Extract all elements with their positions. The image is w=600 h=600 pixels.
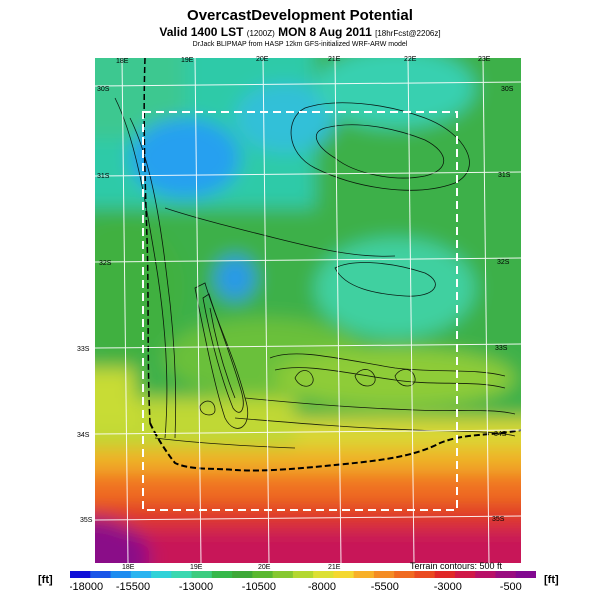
latitude-label: 32S bbox=[99, 260, 112, 267]
latitude-label: 31S bbox=[97, 173, 110, 180]
colorbar-swatch bbox=[292, 571, 314, 578]
colorbar-swatch bbox=[373, 571, 395, 578]
longitude-label: 19E bbox=[190, 564, 203, 571]
colorbar-tick-label: -8000 bbox=[308, 581, 336, 593]
latitude-label: 33S bbox=[495, 345, 508, 352]
colorbar-swatch bbox=[495, 571, 517, 578]
latitude-label: 34S bbox=[77, 432, 90, 439]
colorbar-tick-label: -3000 bbox=[434, 581, 462, 593]
latitude-label: 35S bbox=[80, 517, 93, 524]
colorbar-swatch bbox=[191, 571, 213, 578]
longitude-label: 19E bbox=[181, 57, 194, 64]
parallel-line bbox=[95, 343, 521, 349]
colorbar-tick-label: -13000 bbox=[179, 581, 213, 593]
forecast-info: [18hrFcst@2206z] bbox=[375, 29, 441, 38]
colorbar-swatch bbox=[70, 571, 91, 578]
meridian-line bbox=[482, 58, 490, 563]
latitude-label: 35S bbox=[492, 516, 505, 523]
colorbar-tick-label: -18000 bbox=[70, 581, 103, 593]
valid-date: MON 8 Aug 2011 bbox=[278, 25, 372, 39]
colorbar-swatch bbox=[414, 571, 436, 578]
colorbar-swatch bbox=[272, 571, 294, 578]
forecast-map bbox=[95, 58, 521, 563]
utc-time: (1200Z) bbox=[246, 29, 275, 38]
colorbar-tick-label: -5500 bbox=[371, 581, 399, 593]
map-subtitle: Valid 1400 LST (1200Z) MON 8 Aug 2011 [1… bbox=[0, 25, 600, 39]
longitude-label: 18E bbox=[122, 564, 135, 571]
meridian-line bbox=[407, 58, 415, 563]
terrain-contour-note: Terrain contours: 500 ft bbox=[409, 561, 502, 571]
valid-time: Valid 1400 LST bbox=[159, 25, 244, 39]
colorbar-swatch bbox=[434, 571, 456, 578]
longitude-label: 21E bbox=[328, 56, 341, 63]
colorbar-swatch bbox=[171, 571, 193, 578]
latitude-label: 31S bbox=[498, 172, 511, 179]
field-shading bbox=[95, 58, 521, 563]
coastline bbox=[149, 422, 521, 472]
colorbar-unit-right: [ft] bbox=[544, 574, 559, 586]
longitude-label: 22E bbox=[404, 56, 417, 63]
latitude-label: 30S bbox=[501, 86, 514, 93]
longitude-label: 20E bbox=[256, 56, 269, 63]
latitude-label: 34S bbox=[494, 431, 507, 438]
latitude-label: 30S bbox=[97, 86, 110, 93]
longitude-label: 23E bbox=[478, 56, 491, 63]
longitude-label: 20E bbox=[258, 564, 271, 571]
map-title: OvercastDevelopment Potential bbox=[187, 7, 413, 24]
colorbar-swatch bbox=[475, 571, 496, 578]
lat-lon-grid bbox=[95, 58, 521, 563]
colorbar-unit-left: [ft] bbox=[38, 574, 53, 586]
meridian-line bbox=[334, 58, 342, 563]
latitude-label: 32S bbox=[497, 259, 510, 266]
parallel-line bbox=[95, 515, 521, 521]
colorbar-swatch bbox=[110, 571, 132, 578]
parallel-line bbox=[95, 171, 521, 177]
colorbar-swatch bbox=[454, 571, 476, 578]
colorbar-swatch bbox=[313, 571, 334, 578]
colorbar-swatch bbox=[130, 571, 152, 578]
terrain-contours bbox=[114, 97, 516, 449]
colorbar-swatch bbox=[211, 571, 233, 578]
colorbar-swatch bbox=[353, 571, 375, 578]
meridian-line bbox=[121, 58, 129, 563]
model-credit: DrJack BLIPMAP from HASP 12km GFS-initia… bbox=[192, 41, 408, 48]
coastline-west bbox=[143, 58, 151, 424]
colorbar-swatch bbox=[394, 571, 415, 578]
meridian-line bbox=[262, 58, 270, 563]
analysis-box bbox=[142, 111, 458, 511]
parallel-line bbox=[95, 429, 521, 435]
longitude-label: 18E bbox=[116, 58, 129, 65]
parallel-line bbox=[95, 257, 521, 263]
colorbar-swatch bbox=[252, 571, 274, 578]
colorbar-swatch bbox=[232, 571, 253, 578]
colorbar-tick-label: -10500 bbox=[242, 581, 276, 593]
longitude-label: 21E bbox=[328, 564, 341, 571]
colorbar-swatch bbox=[151, 571, 172, 578]
colorbar-tick-label: -15500 bbox=[116, 581, 150, 593]
colorbar-swatch bbox=[333, 571, 355, 578]
colorbar-tick-label: -500 bbox=[500, 581, 522, 593]
parallel-line bbox=[95, 81, 521, 87]
latitude-label: 33S bbox=[77, 346, 90, 353]
colorbar: -18000 -15500 -13000 -10500 -8000 -5500 -3000 -… bbox=[70, 571, 536, 593]
colorbar-swatch bbox=[90, 571, 112, 578]
colorbar-swatch bbox=[515, 571, 536, 578]
meridian-line bbox=[194, 58, 202, 563]
